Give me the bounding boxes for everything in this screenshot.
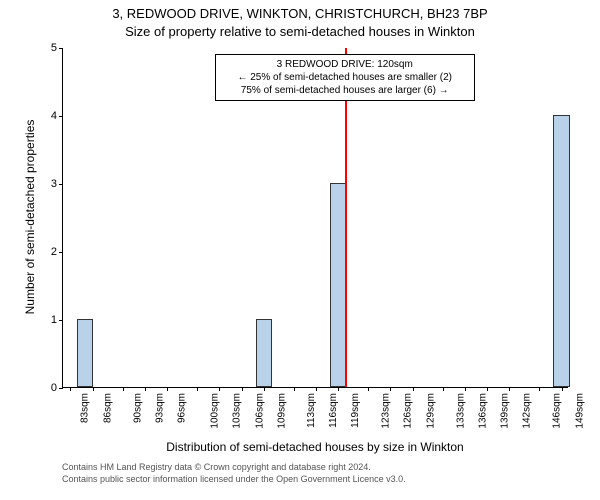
y-tick-mark [59, 388, 63, 389]
x-tick-mark [487, 387, 488, 391]
x-tick-label: 146sqm [552, 393, 563, 429]
x-tick-mark [145, 387, 146, 391]
y-tick-label: 1 [51, 314, 57, 326]
x-tick-label: 93sqm [154, 393, 165, 423]
y-tick-mark [59, 252, 63, 253]
x-tick-label: 119sqm [350, 393, 361, 428]
x-tick-label: 113sqm [306, 393, 317, 428]
y-tick-label: 3 [51, 178, 57, 190]
footer-text: Contains HM Land Registry data © Crown c… [62, 462, 406, 485]
x-tick-label: 123sqm [380, 393, 391, 429]
chart-title: Size of property relative to semi-detach… [0, 24, 600, 39]
y-tick-mark [59, 116, 63, 117]
x-tick-mark [264, 387, 265, 391]
bar [77, 319, 93, 387]
x-tick-mark [316, 387, 317, 391]
x-tick-label: 126sqm [403, 393, 414, 429]
x-tick-label: 133sqm [455, 393, 466, 429]
y-tick-mark [59, 184, 63, 185]
footer-line1: Contains HM Land Registry data © Crown c… [62, 462, 406, 474]
x-tick-mark [368, 387, 369, 391]
x-tick-label: 139sqm [499, 393, 510, 429]
x-tick-label: 109sqm [276, 393, 287, 429]
annotation-box: 3 REDWOOD DRIVE: 120sqm ← 25% of semi-de… [215, 54, 475, 101]
x-tick-label: 90sqm [132, 393, 143, 423]
y-axis-label: Number of semi-detached properties [23, 107, 37, 327]
x-tick-mark [562, 387, 563, 391]
x-tick-label: 129sqm [425, 393, 436, 429]
x-tick-label: 103sqm [232, 393, 243, 429]
x-tick-label: 142sqm [522, 393, 533, 429]
y-tick-label: 2 [51, 246, 57, 258]
x-tick-mark [167, 387, 168, 391]
annotation-line3: 75% of semi-detached houses are larger (… [222, 84, 468, 97]
x-tick-label: 149sqm [574, 393, 585, 429]
x-tick-mark [338, 387, 339, 391]
x-tick-label: 96sqm [177, 393, 188, 423]
x-tick-mark [294, 387, 295, 391]
x-tick-mark [219, 387, 220, 391]
annotation-line2: ← 25% of semi-detached houses are smalle… [222, 71, 468, 84]
bar [256, 319, 272, 387]
x-tick-mark [509, 387, 510, 391]
bar [553, 115, 569, 387]
x-tick-mark [93, 387, 94, 391]
y-tick-label: 5 [51, 42, 57, 54]
chart-supertitle: 3, REDWOOD DRIVE, WINKTON, CHRISTCHURCH,… [0, 6, 600, 21]
x-tick-mark [465, 387, 466, 391]
x-tick-mark [197, 387, 198, 391]
x-tick-mark [539, 387, 540, 391]
annotation-line1: 3 REDWOOD DRIVE: 120sqm [222, 58, 468, 71]
x-tick-label: 136sqm [477, 393, 488, 429]
x-tick-label: 100sqm [209, 393, 220, 429]
y-tick-mark [59, 48, 63, 49]
x-tick-mark [70, 387, 71, 391]
footer-line2: Contains public sector information licen… [62, 474, 406, 486]
x-tick-label: 83sqm [80, 393, 91, 423]
x-tick-mark [413, 387, 414, 391]
y-tick-label: 4 [51, 110, 57, 122]
y-tick-label: 0 [51, 382, 57, 394]
x-tick-mark [443, 387, 444, 391]
x-tick-mark [242, 387, 243, 391]
x-tick-label: 86sqm [102, 393, 113, 423]
y-tick-mark [59, 320, 63, 321]
x-tick-label: 106sqm [254, 393, 265, 429]
x-tick-mark [390, 387, 391, 391]
x-tick-label: 116sqm [328, 393, 339, 428]
x-tick-mark [123, 387, 124, 391]
x-axis-label: Distribution of semi-detached houses by … [62, 440, 568, 454]
